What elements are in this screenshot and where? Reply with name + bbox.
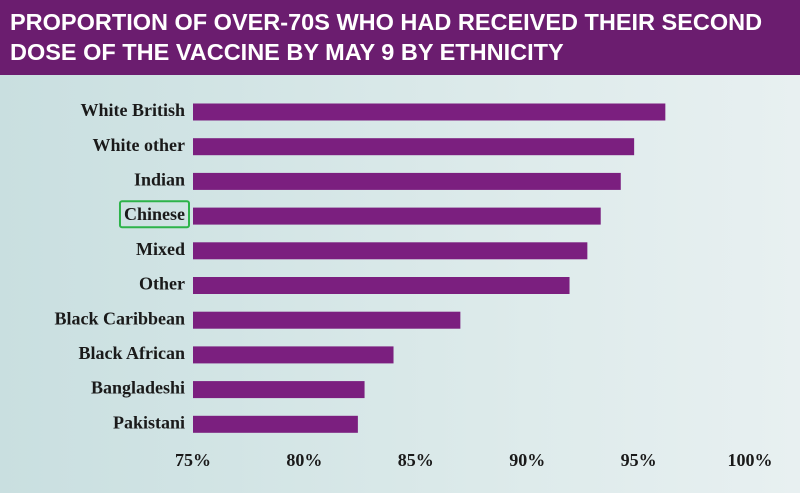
x-tick-label: 80% [286, 450, 322, 470]
bar [193, 138, 635, 156]
bar [193, 415, 358, 433]
bar [193, 207, 601, 225]
chart-title: PROPORTION OF OVER-70S WHO HAD RECEIVED … [0, 0, 800, 75]
bar [193, 172, 621, 190]
y-tick-label: Indian [134, 170, 185, 190]
y-tick-label: Black Caribbean [54, 308, 185, 328]
bar [193, 277, 570, 294]
y-tick-label: Other [139, 274, 185, 294]
x-tick-label: 85% [398, 450, 434, 470]
bar [193, 381, 365, 399]
x-tick-label: 90% [509, 450, 545, 470]
bar [193, 346, 394, 364]
y-tick-label: White other [93, 135, 185, 155]
x-tick-label: 75% [175, 450, 211, 470]
y-tick-label: Mixed [136, 239, 185, 259]
x-tick-label: 100% [728, 450, 773, 470]
bar [193, 103, 666, 121]
y-tick-label: Chinese [124, 204, 185, 224]
bar [193, 242, 588, 260]
y-tick-label: Bangladeshi [91, 378, 185, 398]
y-tick-label: Pakistani [113, 412, 185, 432]
bar [193, 311, 461, 329]
y-tick-label: White British [80, 100, 185, 120]
x-tick-label: 95% [621, 450, 657, 470]
highlight-box [118, 200, 190, 229]
y-tick-label: Black African [79, 343, 186, 363]
